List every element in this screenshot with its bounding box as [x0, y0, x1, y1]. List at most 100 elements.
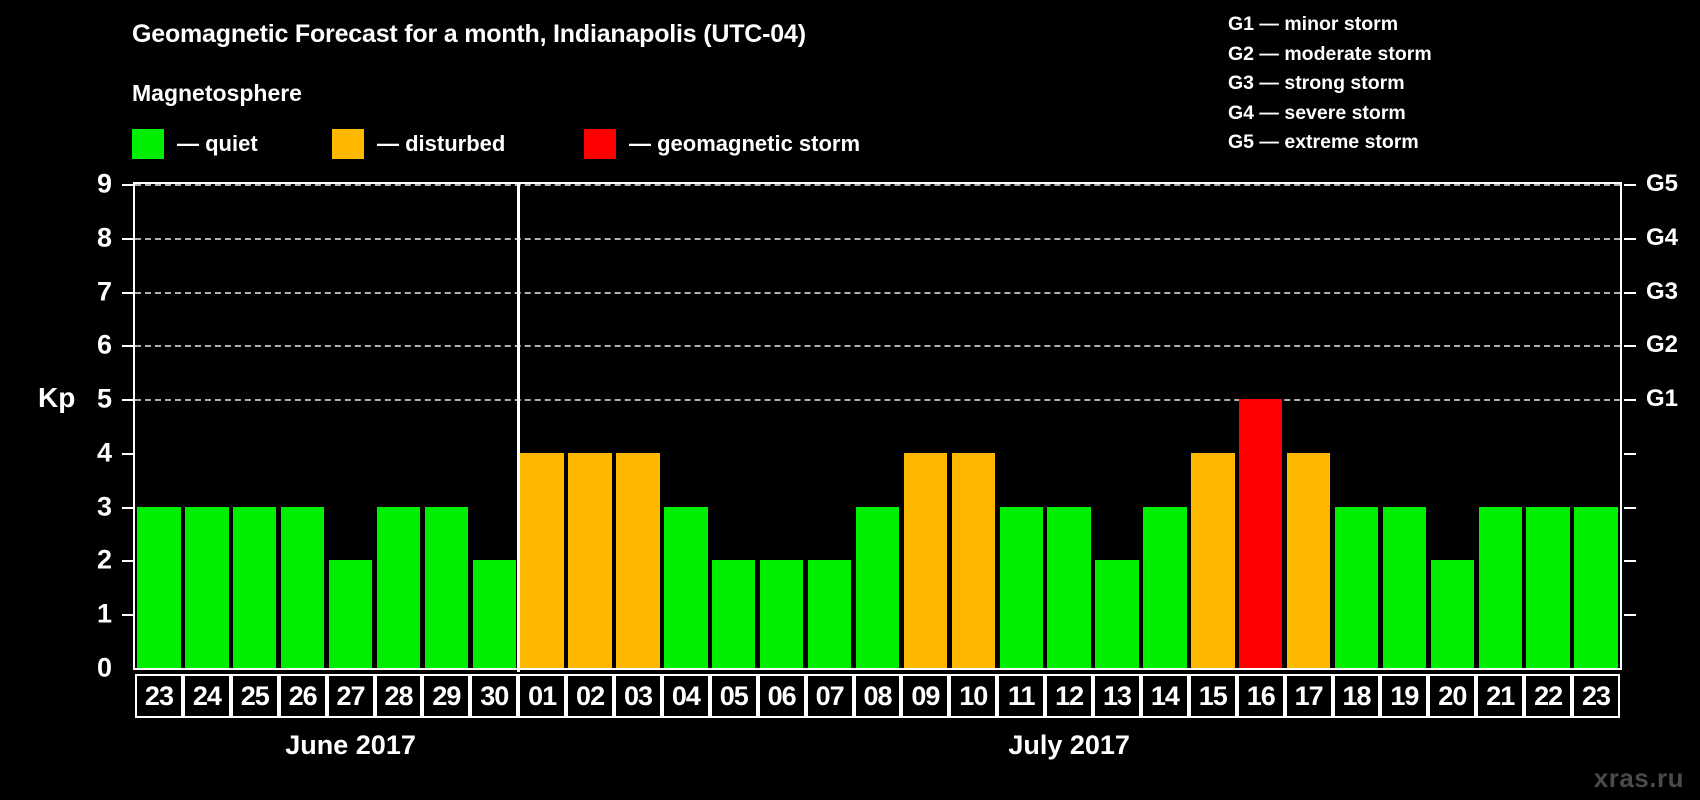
- chart-plot-area: [133, 182, 1622, 672]
- legend-swatch-quiet: [132, 129, 164, 159]
- g-scale-item-g3: G3 — strong storm: [1228, 72, 1405, 94]
- bar-day-16: [1239, 399, 1283, 668]
- bar-day-03: [616, 452, 660, 668]
- legend-entry-geomagnetic-storm: — geomagnetic storm: [584, 128, 860, 160]
- day-axis-labels: 23 24 25 26 27 28 29 30 01 02 03 04 05 06 07 08 09 10 11 12…: [133, 674, 1622, 718]
- day-label-18: 11: [997, 674, 1046, 718]
- g-tick-label-g2: G2: [1646, 331, 1679, 359]
- page-title: Geomagnetic Forecast for a month, Indian…: [132, 20, 806, 48]
- g-tick-mark-g2: [1624, 345, 1636, 348]
- y-tick-mark-2: [122, 560, 133, 563]
- legend-label-geomagnetic-storm: — geomagnetic storm: [629, 131, 861, 156]
- day-label-9: 02: [566, 674, 615, 718]
- plot-inner: [135, 182, 1620, 672]
- day-label-2: 25: [230, 674, 279, 718]
- y-tick-mark-3: [122, 506, 133, 509]
- bar-day-08: [855, 506, 900, 668]
- day-label-28: 21: [1476, 674, 1525, 718]
- bar-day-22: [1526, 506, 1570, 668]
- bar-day-27: [328, 560, 373, 668]
- day-label-22: 15: [1188, 674, 1237, 718]
- day-label-10: 03: [614, 674, 662, 718]
- day-label-6: 29: [422, 674, 471, 718]
- bar-day-05: [712, 560, 756, 668]
- day-label-29: 22: [1524, 674, 1573, 718]
- magnetosphere-label: Magnetosphere: [132, 80, 302, 106]
- day-label-23: 16: [1236, 674, 1285, 718]
- g-scale-item-g5: G5 — extreme storm: [1228, 131, 1419, 153]
- y-tick-mark-1: [122, 614, 133, 617]
- y-tick-mark-8: [122, 237, 133, 240]
- g-tick-label-g5: G5: [1646, 170, 1679, 197]
- day-label-27: 20: [1428, 674, 1477, 718]
- g-scale-item-g1: G1 — minor storm: [1228, 13, 1399, 35]
- day-label-4: 27: [326, 674, 375, 718]
- bar-day-28: [376, 506, 421, 668]
- g-tick-label-g4: G4: [1646, 223, 1679, 251]
- bar-day-23: [1574, 506, 1618, 668]
- y-tick-label-2: 2: [96, 544, 112, 575]
- bar-day-02: [568, 452, 612, 668]
- day-label-30: 23: [1572, 674, 1620, 718]
- gridline-kp-8: [135, 237, 1620, 240]
- gridline-kp-9: [135, 184, 1620, 186]
- bar-day-19: [1382, 506, 1427, 668]
- bar-day-26: [280, 506, 325, 668]
- day-label-14: 07: [805, 674, 854, 718]
- bar-day-09: [903, 452, 948, 668]
- g-scale-legend: G1 — minor storm G2 — moderate storm G3 — …: [1228, 10, 1432, 158]
- day-label-17: 10: [949, 674, 998, 718]
- legend-entry-quiet: — quiet: [132, 128, 258, 160]
- g-axis-minor-tick-3: [1624, 506, 1636, 509]
- g-tick-mark-g1: [1624, 399, 1636, 402]
- bar-day-06: [759, 560, 804, 668]
- y-tick-mark-5: [122, 399, 133, 402]
- bar-day-23: [137, 506, 181, 668]
- day-label-12: 05: [709, 674, 758, 718]
- day-label-7: 30: [470, 674, 519, 718]
- day-label-20: 13: [1093, 674, 1141, 718]
- bar-day-29: [424, 506, 469, 668]
- day-label-1: 24: [182, 674, 231, 718]
- day-label-8: 01: [518, 674, 567, 718]
- y-tick-mark-4: [122, 452, 133, 455]
- y-axis-title: Kp: [38, 382, 76, 413]
- day-label-19: 12: [1045, 674, 1094, 718]
- watermark: xras.ru: [1593, 763, 1684, 793]
- bar-day-15: [1191, 452, 1235, 668]
- legend-swatch-disturbed: [332, 129, 364, 159]
- month-label-1: July 2017: [1008, 730, 1130, 760]
- bar-day-21: [1478, 506, 1522, 668]
- legend-swatch-geomagnetic-storm: [584, 129, 616, 159]
- bar-day-24: [185, 506, 229, 668]
- g-scale-item-g2: G2 — moderate storm: [1228, 42, 1432, 65]
- g-axis-minor-tick-1: [1624, 614, 1636, 617]
- bar-day-14: [1143, 506, 1187, 668]
- legend-label-quiet: — quiet: [177, 131, 258, 156]
- day-label-15: 08: [853, 674, 902, 718]
- day-label-24: 17: [1284, 674, 1333, 718]
- y-tick-label-5: 5: [96, 383, 112, 414]
- day-label-11: 04: [661, 674, 710, 718]
- day-label-3: 26: [278, 674, 327, 718]
- bar-day-12: [1047, 506, 1091, 668]
- bar-day-13: [1095, 560, 1139, 668]
- y-tick-label-1: 1: [96, 598, 112, 629]
- y-tick-mark-9: [122, 184, 133, 186]
- y-tick-label-3: 3: [96, 491, 112, 522]
- bar-day-17: [1286, 452, 1331, 668]
- g-axis-minor-tick-2: [1624, 560, 1636, 563]
- g-tick-mark-g4: [1624, 237, 1636, 240]
- y-tick-label-9: 9: [96, 168, 112, 199]
- month-divider-line: [516, 182, 520, 672]
- y-tick-label-8: 8: [96, 222, 112, 253]
- day-label-16: 09: [901, 674, 950, 718]
- g-tick-label-g3: G3: [1646, 277, 1679, 305]
- g-axis-minor-tick-4: [1624, 452, 1636, 455]
- bar-day-10: [951, 452, 995, 668]
- bar-day-18: [1334, 506, 1379, 668]
- day-label-13: 06: [757, 674, 806, 718]
- day-label-0: 23: [135, 674, 183, 718]
- bar-day-11: [999, 506, 1043, 668]
- g-tick-mark-g3: [1624, 291, 1636, 294]
